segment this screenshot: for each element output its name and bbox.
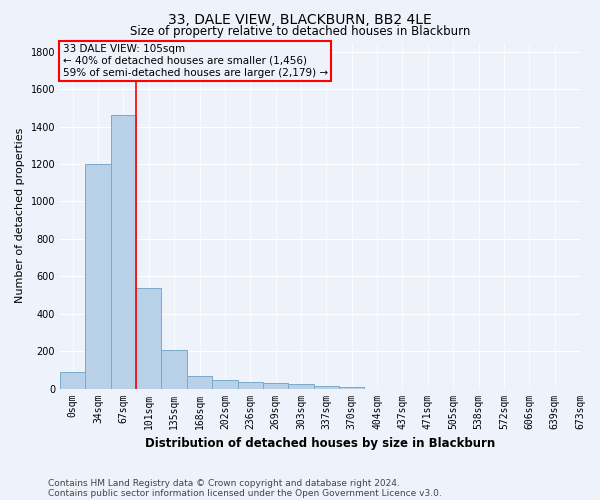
Bar xyxy=(238,382,263,388)
Bar xyxy=(212,380,238,388)
Bar xyxy=(60,372,85,388)
X-axis label: Distribution of detached houses by size in Blackburn: Distribution of detached houses by size … xyxy=(145,437,495,450)
Text: Size of property relative to detached houses in Blackburn: Size of property relative to detached ho… xyxy=(130,25,470,38)
Bar xyxy=(289,384,314,388)
Bar xyxy=(339,386,364,388)
Bar xyxy=(136,288,161,388)
Bar xyxy=(111,114,136,388)
Bar xyxy=(85,164,111,388)
Text: Contains public sector information licensed under the Open Government Licence v3: Contains public sector information licen… xyxy=(48,488,442,498)
Text: Contains HM Land Registry data © Crown copyright and database right 2024.: Contains HM Land Registry data © Crown c… xyxy=(48,478,400,488)
Bar xyxy=(314,386,339,388)
Y-axis label: Number of detached properties: Number of detached properties xyxy=(15,128,25,303)
Bar xyxy=(187,376,212,388)
Bar xyxy=(263,384,289,388)
Bar xyxy=(161,350,187,389)
Text: 33 DALE VIEW: 105sqm
← 40% of detached houses are smaller (1,456)
59% of semi-de: 33 DALE VIEW: 105sqm ← 40% of detached h… xyxy=(62,44,328,78)
Text: 33, DALE VIEW, BLACKBURN, BB2 4LE: 33, DALE VIEW, BLACKBURN, BB2 4LE xyxy=(168,12,432,26)
